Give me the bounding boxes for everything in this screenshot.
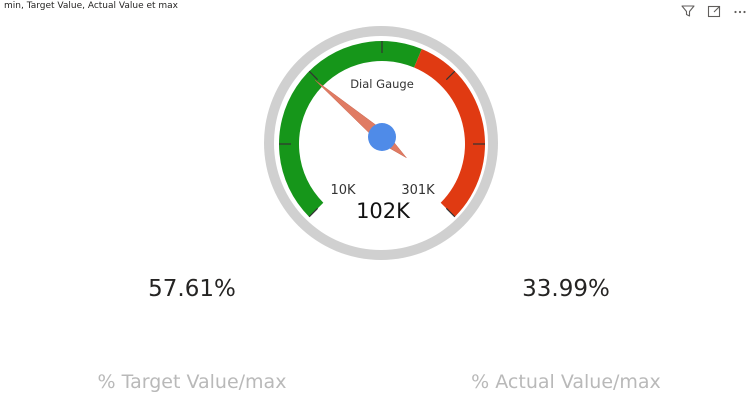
gauge-ticks (279, 41, 485, 218)
gauge-tick (308, 207, 319, 218)
target-percent-label: % Target Value/max (97, 371, 287, 393)
gauge-band-2 (414, 49, 485, 217)
more-options-icon (734, 10, 746, 14)
filter-icon (681, 5, 695, 17)
more-options-button[interactable] (731, 2, 749, 20)
dial-gauge[interactable]: Dial Gauge 10K 301K 102K (262, 24, 500, 262)
dial-gauge-svg: Dial Gauge 10K 301K 102K (264, 26, 498, 260)
gauge-tick (445, 70, 456, 81)
gauge-band-1 (279, 41, 422, 217)
focus-mode-button[interactable] (705, 2, 723, 20)
gauge-tick (308, 70, 319, 81)
focus-mode-icon (707, 5, 721, 18)
gauge-max-label: 301K (401, 183, 435, 198)
gauge-tick (445, 207, 456, 218)
visual-title: min, Target Value, Actual Value et max (4, 1, 179, 11)
gauge-needle-hub (368, 123, 396, 151)
gauge-min-label: 10K (330, 183, 356, 198)
filter-button[interactable] (679, 2, 697, 20)
target-percent-value: 57.61% (148, 276, 236, 302)
actual-percent-label: % Actual Value/max (471, 371, 661, 393)
visual-toolbar (679, 2, 749, 20)
gauge-value-label: 102K (356, 199, 411, 223)
actual-percent-value: 33.99% (522, 276, 610, 302)
gauge-bands (279, 41, 485, 217)
gauge-title: Dial Gauge (350, 77, 414, 91)
